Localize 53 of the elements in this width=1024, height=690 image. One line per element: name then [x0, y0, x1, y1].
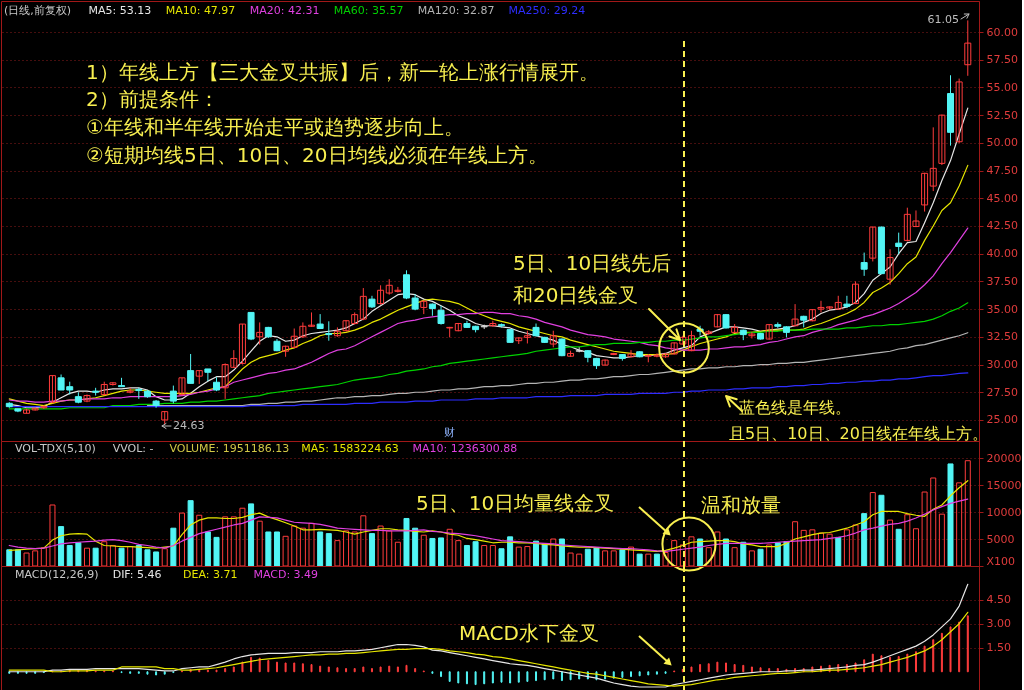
annotation: 蓝色线是年线。: [739, 398, 851, 417]
text: MA120: 32.87: [417, 4, 495, 17]
y-tick-label: 4.50: [986, 593, 1011, 607]
y-tick-label: 15000: [986, 478, 1022, 492]
annotation: MACD: 3.49: [253, 568, 319, 581]
y-tick-label: 32.50: [986, 330, 1018, 344]
chart-subtitle: VVOL: -: [112, 442, 154, 455]
y-tick-label: 42.50: [986, 219, 1018, 233]
annotation: 24.63: [173, 419, 205, 432]
annotation: 1）年线上方【三大金叉共振】后，新一轮上涨行情展开。: [86, 60, 599, 84]
annotation: MACD水下金叉: [459, 621, 599, 645]
annotation: 温和放量: [701, 493, 781, 517]
y-tick-label: 27.50: [986, 385, 1018, 399]
chart-title: VOL-TDX(5,10): [15, 442, 96, 455]
annotation: 2）前提条件：: [86, 87, 219, 111]
text: MA5: 1583224.63: [301, 442, 399, 455]
text: MA10: 47.97: [165, 4, 236, 17]
text: MA10: 1236300.88: [412, 442, 518, 455]
y-tick-label: 50.00: [986, 136, 1018, 150]
annotation: 和20日线金叉: [513, 283, 639, 307]
annotation: ①年线和半年线开始走平或趋势逐步向上。: [86, 115, 464, 139]
annotation: ②短期均线5日、10日、20日均线必须在年线上方。: [86, 143, 548, 167]
y-tick-label: 10000: [986, 505, 1022, 519]
chart-title: MACD(12,26,9): [15, 568, 99, 581]
y-tick-label: 37.50: [986, 274, 1018, 288]
y-tick-label: 5000: [986, 532, 1015, 546]
y-tick-label: 20000: [986, 451, 1022, 465]
y-tick-label: 35.00: [986, 302, 1018, 316]
text: MA20: 42.31: [249, 4, 320, 17]
text: MA60: 35.57: [333, 4, 404, 17]
y-tick-label: X100: [986, 554, 1016, 568]
y-tick-label: 57.50: [986, 53, 1018, 67]
text: MA250: 29.24: [508, 4, 586, 17]
y-tick-label: 47.50: [986, 164, 1018, 178]
y-tick-label: 3.00: [986, 617, 1011, 631]
chart-title: (日线,前复权): [4, 4, 72, 17]
text: DIF: 5.46: [112, 568, 162, 581]
y-tick-label: 55.00: [986, 80, 1018, 94]
annotation: 财: [444, 426, 455, 439]
annotation: 5日、10日线先后: [513, 251, 672, 275]
y-tick-label: 1.50: [986, 641, 1011, 655]
annotation: 且5日、10日、20日线在年线上方。: [729, 424, 988, 443]
y-tick-label: 25.00: [986, 413, 1018, 427]
text: MA5: 53.13: [88, 4, 152, 17]
annotation: 61.05: [927, 13, 959, 26]
y-tick-label: 45.00: [986, 191, 1018, 205]
annotation: VOLUME: 1951186.13: [169, 442, 290, 455]
y-tick-label: 40.00: [986, 247, 1018, 261]
text: DEA: 3.71: [183, 568, 238, 581]
annotation: 5日、10日均量线金叉: [416, 491, 615, 515]
y-tick-label: 52.50: [986, 108, 1018, 122]
y-tick-label: 60.00: [986, 25, 1018, 39]
y-tick-label: 30.00: [986, 358, 1018, 372]
